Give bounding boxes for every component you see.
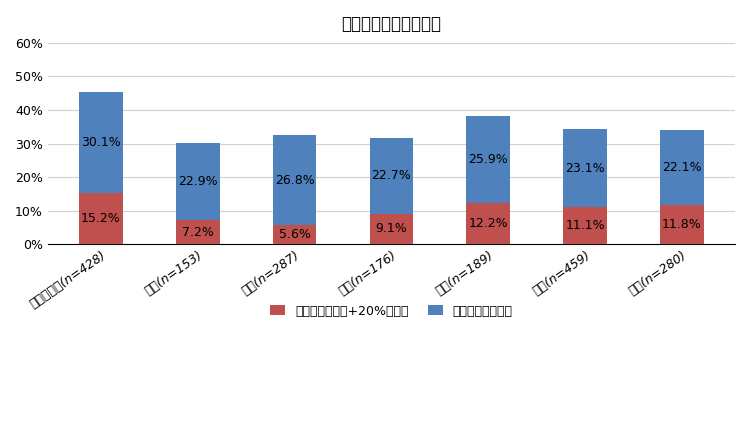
Bar xyxy=(370,214,413,244)
Text: 11.8%: 11.8% xyxy=(662,218,702,231)
Bar xyxy=(273,136,316,226)
Bar xyxy=(660,131,704,205)
Text: 7.2%: 7.2% xyxy=(182,226,214,239)
Bar xyxy=(176,220,220,244)
Bar xyxy=(176,143,220,220)
Legend: 増加している（+20%以上）, やや増加している: 増加している（+20%以上）, やや増加している xyxy=(266,299,518,323)
Text: 22.9%: 22.9% xyxy=(178,175,218,188)
Bar xyxy=(79,193,123,244)
Text: 22.7%: 22.7% xyxy=(371,169,411,182)
Text: 23.1%: 23.1% xyxy=(566,162,605,175)
Bar xyxy=(660,205,704,244)
Text: 15.2%: 15.2% xyxy=(81,212,121,225)
Text: 11.1%: 11.1% xyxy=(566,219,605,232)
Text: 26.8%: 26.8% xyxy=(274,174,314,187)
Text: 25.9%: 25.9% xyxy=(469,153,509,166)
Bar xyxy=(466,116,510,203)
Bar xyxy=(466,203,510,244)
Text: 30.1%: 30.1% xyxy=(81,136,121,149)
Bar xyxy=(79,92,123,193)
Text: 22.1%: 22.1% xyxy=(662,161,702,174)
Text: 9.1%: 9.1% xyxy=(376,223,407,235)
Bar xyxy=(370,137,413,214)
Text: 5.6%: 5.6% xyxy=(279,228,310,241)
Bar xyxy=(563,129,607,207)
Title: 首長や総務・企画部局: 首長や総務・企画部局 xyxy=(341,15,442,33)
Text: 12.2%: 12.2% xyxy=(469,217,508,230)
Bar xyxy=(563,207,607,244)
Bar xyxy=(273,226,316,244)
